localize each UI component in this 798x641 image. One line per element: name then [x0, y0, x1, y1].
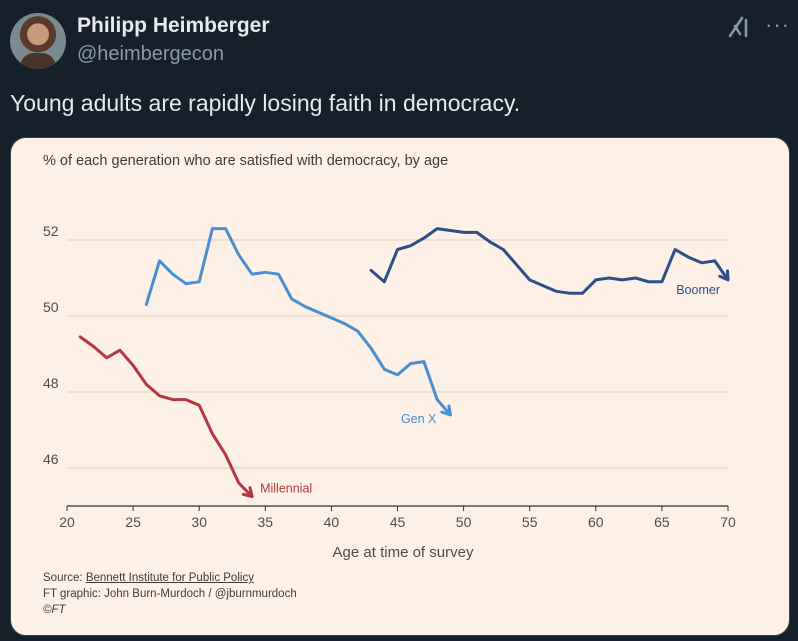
- chart-image[interactable]: % of each generation who are satisfied w…: [10, 137, 790, 636]
- gen-x-arrow: [440, 404, 452, 417]
- x-tick-40: 40: [324, 514, 340, 530]
- gen-x-line: [144, 227, 452, 417]
- x-tick-35: 35: [258, 514, 274, 530]
- millennial-line: [78, 335, 254, 498]
- source-line: Source: Bennett Institute for Public Pol…: [43, 571, 254, 586]
- y-tick-46: 46: [43, 451, 59, 467]
- x-tick-30: 30: [191, 514, 207, 530]
- x-tick-45: 45: [390, 514, 406, 530]
- y-tick-52: 52: [43, 223, 59, 239]
- x-tick-20: 20: [59, 514, 75, 530]
- author-name[interactable]: Philipp Heimberger: [77, 14, 270, 37]
- grok-icon[interactable]: [727, 14, 753, 40]
- millennial-label: Millennial: [260, 482, 312, 496]
- tweet-text: Young adults are rapidly losing faith in…: [10, 90, 521, 116]
- x-tick-55: 55: [522, 514, 538, 530]
- gen-x-label: Gen X: [401, 412, 437, 426]
- x-tick-60: 60: [588, 514, 604, 530]
- x-tick-65: 65: [654, 514, 670, 530]
- more-icon[interactable]: ···: [765, 12, 790, 37]
- avatar[interactable]: [10, 13, 66, 69]
- y-tick-48: 48: [43, 375, 59, 391]
- boomer-line: [369, 227, 730, 295]
- x-tick-25: 25: [125, 514, 141, 530]
- line-chart: % of each generation who are satisfied w…: [43, 153, 736, 561]
- source-prefix: Source:: [43, 572, 86, 584]
- source-link[interactable]: Bennett Institute for Public Policy: [85, 572, 254, 584]
- author-handle[interactable]: @heimbergecon: [77, 43, 225, 65]
- y-tick-50: 50: [43, 299, 59, 315]
- millennial-arrow: [241, 486, 254, 498]
- chart-title: % of each generation who are satisfied w…: [43, 153, 448, 169]
- boomer-arrow: [718, 269, 730, 282]
- credit-line: FT graphic: John Burn-Murdoch / @jburnmu…: [43, 588, 297, 600]
- boomer-label: Boomer: [676, 283, 720, 297]
- copyright-line: ©FT: [43, 604, 66, 616]
- x-axis-label: Age at time of survey: [333, 544, 474, 561]
- x-tick-50: 50: [456, 514, 472, 530]
- x-tick-70: 70: [720, 514, 736, 530]
